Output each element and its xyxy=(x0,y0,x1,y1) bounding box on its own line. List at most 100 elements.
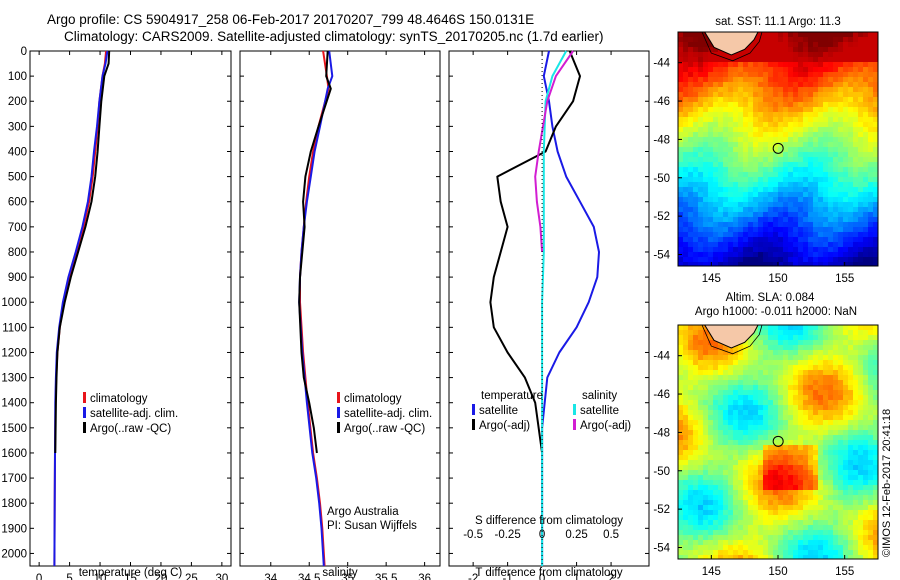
map-cell xyxy=(833,445,839,451)
map-cell xyxy=(798,117,804,123)
map-cell xyxy=(773,480,779,486)
map-cell xyxy=(743,122,749,128)
map-cell xyxy=(713,72,719,78)
map-cell xyxy=(713,82,719,88)
map-cell xyxy=(873,430,878,436)
map-cell xyxy=(773,450,779,456)
map-cell xyxy=(683,212,689,218)
map-cell xyxy=(743,192,749,198)
map-cell xyxy=(708,197,714,203)
map-cell xyxy=(863,197,869,203)
map-cell xyxy=(713,550,719,556)
map-cell xyxy=(808,107,814,113)
map-cell xyxy=(763,242,769,248)
map-cell xyxy=(853,177,859,183)
map-cell xyxy=(738,425,744,431)
map-cell xyxy=(793,212,799,218)
map-cell xyxy=(843,112,849,118)
map-cell xyxy=(763,212,769,218)
map-cell xyxy=(723,450,729,456)
map-cell xyxy=(843,242,849,248)
map-cell xyxy=(763,410,769,416)
map-cell xyxy=(808,47,814,53)
map-cell xyxy=(678,530,684,536)
map-cell xyxy=(788,77,794,83)
map-cell xyxy=(838,550,844,556)
x-axis-label: temperature (deg C) xyxy=(79,567,183,579)
map-cell xyxy=(708,112,714,118)
map-cell xyxy=(773,177,779,183)
map-cell xyxy=(808,172,814,178)
map-cell xyxy=(698,405,704,411)
map-cell xyxy=(738,182,744,188)
map-cell xyxy=(698,415,704,421)
map-cell xyxy=(693,350,699,356)
map-cell xyxy=(693,177,699,183)
map-cell xyxy=(873,365,878,371)
map-cell xyxy=(763,157,769,163)
map-cell xyxy=(708,72,714,78)
map-cell xyxy=(708,252,714,258)
map-cell xyxy=(863,42,869,48)
map-cell xyxy=(803,480,809,486)
map-cell xyxy=(848,420,854,426)
map-cell xyxy=(873,37,878,43)
map-cell xyxy=(743,480,749,486)
map-cell xyxy=(763,440,769,446)
map-cell xyxy=(753,42,759,48)
map-cell xyxy=(788,495,794,501)
map-cell xyxy=(748,217,754,223)
map-cell xyxy=(718,535,724,541)
map-cell xyxy=(798,345,804,351)
map-cell xyxy=(733,355,739,361)
map-cell xyxy=(683,202,689,208)
map-cell xyxy=(773,127,779,133)
map-cell xyxy=(848,157,854,163)
map-cell xyxy=(718,495,724,501)
map-cell xyxy=(833,92,839,98)
map-cell xyxy=(858,495,864,501)
map-cell xyxy=(728,247,734,253)
map-cell xyxy=(793,242,799,248)
map-cell xyxy=(823,455,829,461)
map-cell xyxy=(688,380,694,386)
map-cell xyxy=(778,217,784,223)
map-cell xyxy=(828,122,834,128)
map-cell xyxy=(808,157,814,163)
map-cell xyxy=(858,77,864,83)
map-cell xyxy=(863,112,869,118)
map-cell xyxy=(748,202,754,208)
map-cell xyxy=(743,370,749,376)
map-cell xyxy=(823,207,829,213)
map-cell xyxy=(683,480,689,486)
map-cell xyxy=(798,390,804,396)
map-cell xyxy=(678,202,684,208)
map-cell xyxy=(748,187,754,193)
s-diff-tick-label: -0.25 xyxy=(495,529,521,541)
map-cell xyxy=(723,262,729,266)
map-cell xyxy=(808,525,814,531)
map-cell xyxy=(683,500,689,506)
map-cell xyxy=(803,335,809,341)
map-cell xyxy=(758,550,764,556)
map-cell xyxy=(828,550,834,556)
map-cell xyxy=(708,450,714,456)
map-cell xyxy=(818,445,824,451)
map-cell xyxy=(723,252,729,258)
map-cell xyxy=(688,197,694,203)
map-cell xyxy=(843,350,849,356)
map-cell xyxy=(733,217,739,223)
map-cell xyxy=(708,465,714,471)
map-cell xyxy=(783,550,789,556)
map-cell xyxy=(753,212,759,218)
map-cell xyxy=(823,355,829,361)
map-cell xyxy=(828,425,834,431)
y-tick-label: 400 xyxy=(8,146,27,158)
map-cell xyxy=(743,525,749,531)
map-cell xyxy=(853,67,859,73)
map-cell xyxy=(783,540,789,546)
map-cell xyxy=(788,445,794,451)
map-cell xyxy=(738,350,744,356)
map-cell xyxy=(738,370,744,376)
map-cell xyxy=(758,42,764,48)
